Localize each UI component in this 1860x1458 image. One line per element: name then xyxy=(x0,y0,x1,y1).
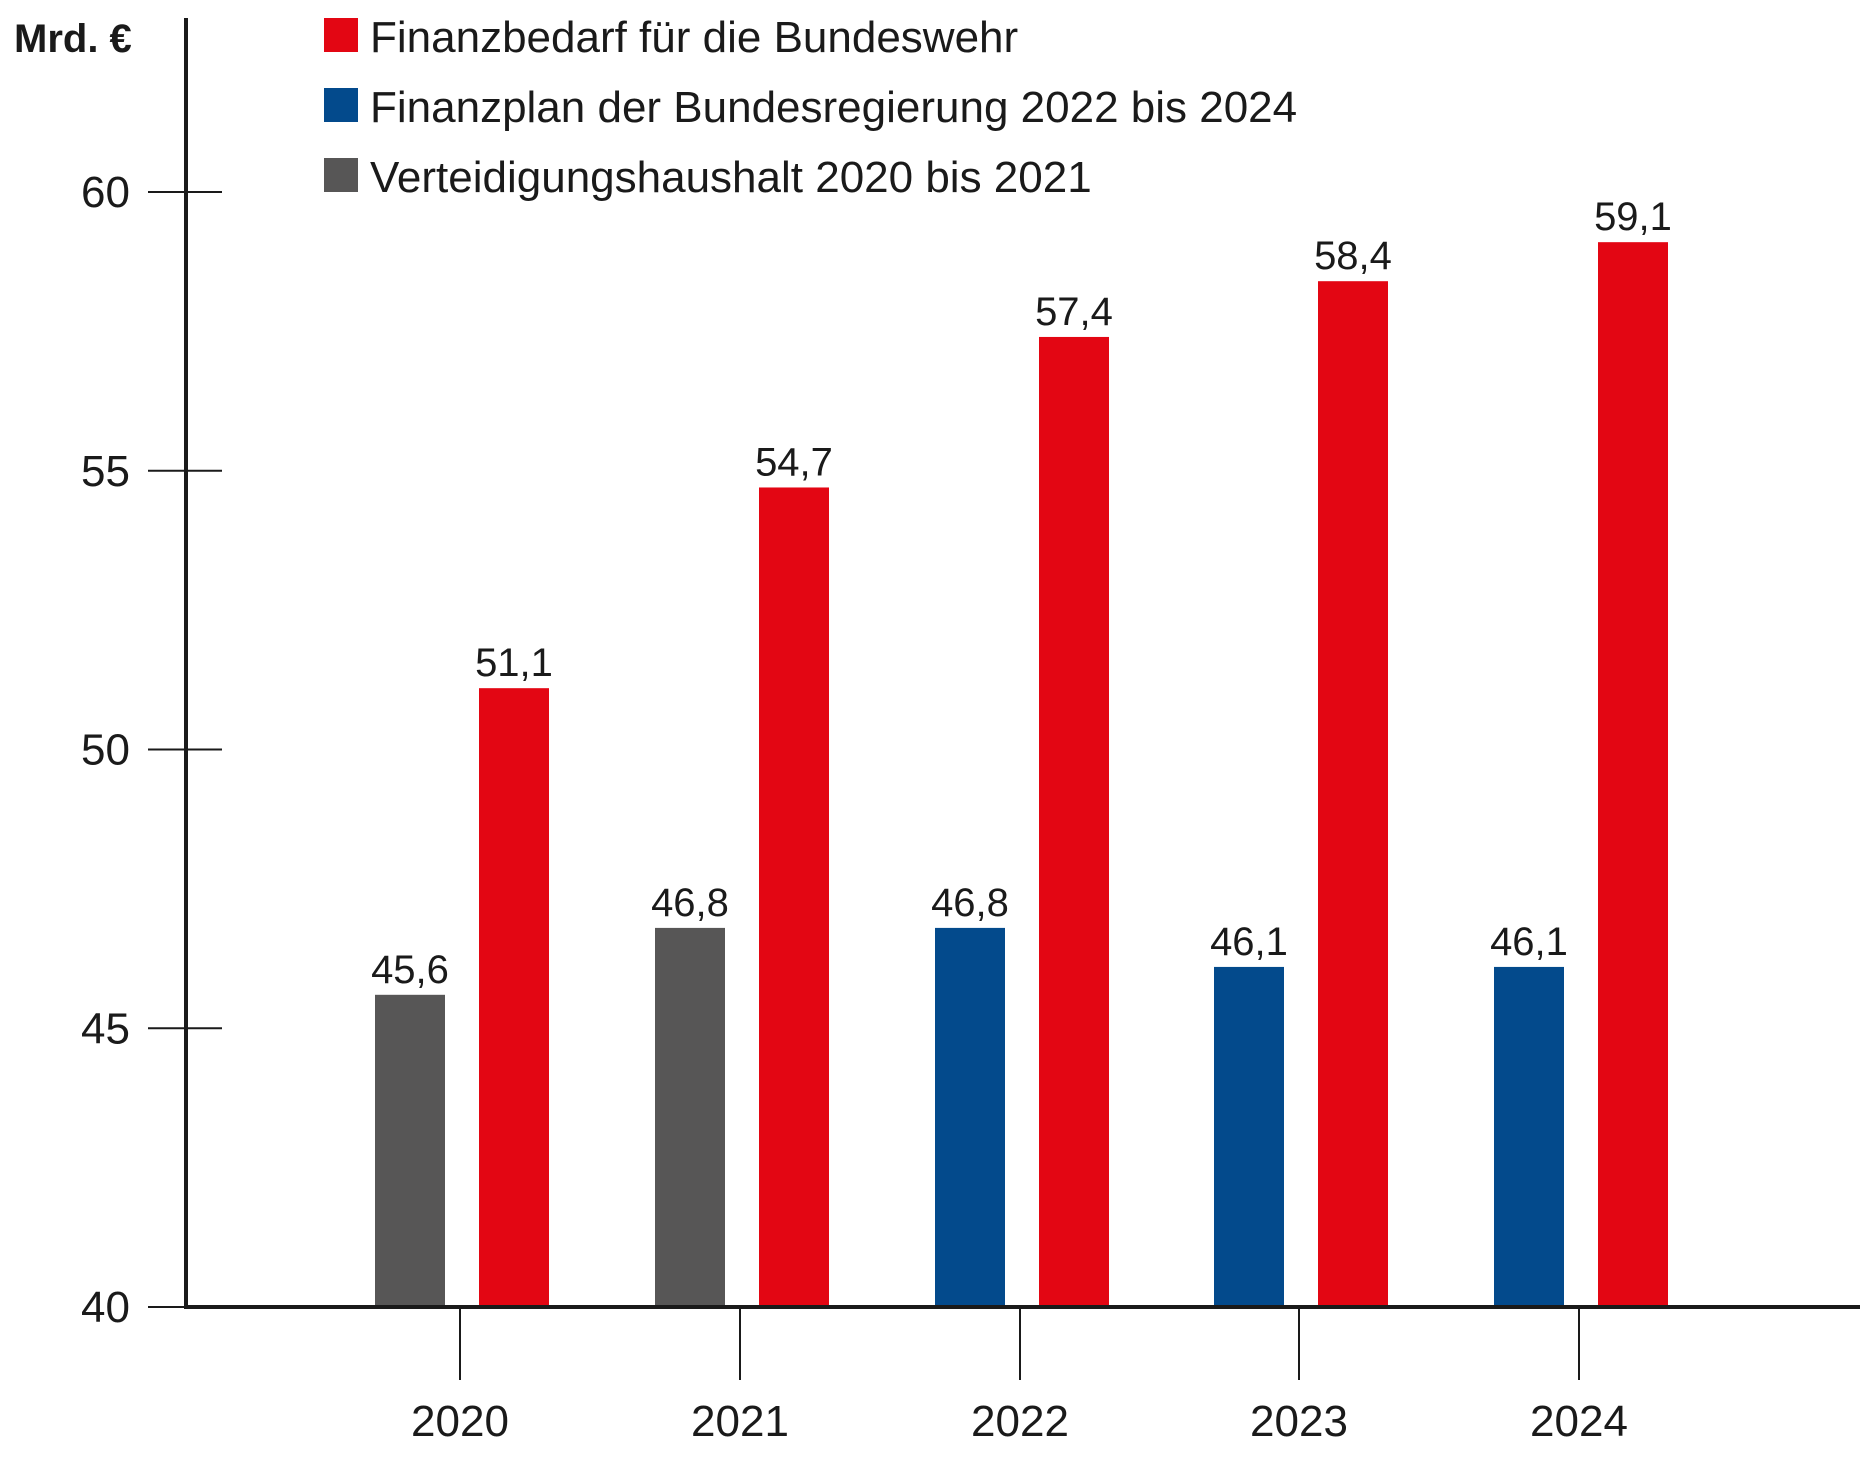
legend-swatch-verteidigungshaushalt xyxy=(324,158,358,192)
bar-finanzbedarf-2021 xyxy=(759,487,829,1308)
legend-item-verteidigungshaushalt: Verteidigungshaushalt 2020 bis 2021 xyxy=(324,153,1092,202)
value-label-haushalt-2024: 46,1 xyxy=(1490,920,1568,964)
legend-label-finanzbedarf: Finanzbedarf für die Bundeswehr xyxy=(370,13,1018,62)
value-label-haushalt-2021: 46,8 xyxy=(651,881,729,925)
value-label-finanzbedarf-2024: 59,1 xyxy=(1594,195,1672,239)
legend-swatch-finanzplan xyxy=(324,88,358,122)
y-axis-unit-label: Mrd. € xyxy=(14,17,132,61)
value-label-finanzbedarf-2020: 51,1 xyxy=(475,641,553,685)
bar-haushalt-2020 xyxy=(375,994,445,1307)
value-label-haushalt-2020: 45,6 xyxy=(371,948,449,992)
legend: Finanzbedarf für die Bundeswehr Finanzpl… xyxy=(324,13,1297,202)
legend-label-finanzplan: Finanzplan der Bundesregierung 2022 bis … xyxy=(370,83,1297,132)
bar-haushalt-2024 xyxy=(1494,966,1564,1307)
value-label-finanzbedarf-2022: 57,4 xyxy=(1035,290,1113,334)
legend-swatch-finanzbedarf xyxy=(324,18,358,52)
bar-haushalt-2021 xyxy=(655,927,725,1307)
y-axis: 40 45 50 55 60 xyxy=(81,168,222,1332)
bar-haushalt-2022 xyxy=(935,927,1005,1307)
x-tick-label-2021: 2021 xyxy=(691,1397,789,1446)
x-axis: 2020 2021 2022 2023 2024 xyxy=(411,1307,1628,1446)
bar-finanzbedarf-2022 xyxy=(1039,336,1109,1307)
bars xyxy=(375,242,1668,1308)
bar-finanzbedarf-2023 xyxy=(1318,281,1388,1308)
legend-item-finanzbedarf: Finanzbedarf für die Bundeswehr xyxy=(324,13,1018,62)
bar-haushalt-2023 xyxy=(1214,966,1284,1307)
y-tick-label-60: 60 xyxy=(81,168,130,217)
y-tick-label-55: 55 xyxy=(81,447,130,496)
value-label-finanzbedarf-2023: 58,4 xyxy=(1314,234,1392,278)
x-tick-label-2022: 2022 xyxy=(971,1397,1069,1446)
y-tick-label-40: 40 xyxy=(81,1283,130,1332)
y-tick-label-50: 50 xyxy=(81,726,130,775)
value-label-haushalt-2022: 46,8 xyxy=(931,881,1009,925)
x-tick-label-2024: 2024 xyxy=(1530,1397,1628,1446)
value-labels: 45,6 46,8 46,8 46,1 46,1 51,1 54,7 57,4 58,4 59,1 xyxy=(371,195,1672,992)
x-tick-label-2023: 2023 xyxy=(1250,1397,1348,1446)
y-tick-label-45: 45 xyxy=(81,1004,130,1053)
bar-finanzbedarf-2020 xyxy=(479,688,549,1307)
legend-item-finanzplan: Finanzplan der Bundesregierung 2022 bis … xyxy=(324,83,1297,132)
value-label-haushalt-2023: 46,1 xyxy=(1210,920,1288,964)
x-tick-label-2020: 2020 xyxy=(411,1397,509,1446)
bar-finanzbedarf-2024 xyxy=(1598,242,1668,1307)
legend-label-verteidigungshaushalt: Verteidigungshaushalt 2020 bis 2021 xyxy=(370,153,1092,202)
value-label-finanzbedarf-2021: 54,7 xyxy=(755,440,833,484)
